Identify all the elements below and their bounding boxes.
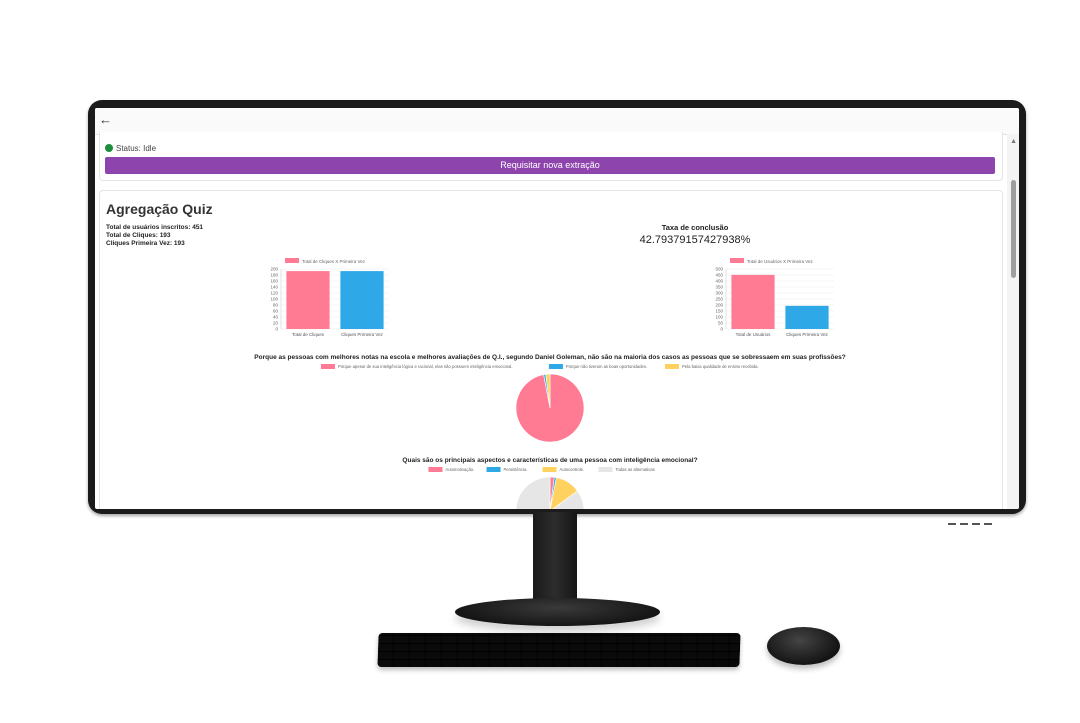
stat-first-clicks: Cliques Primeira Vez: 193 — [106, 240, 185, 247]
bar — [731, 274, 775, 329]
question-1-title: Porque as pessoas com melhores notas na … — [254, 354, 846, 361]
question-2-title: Quais são os principais aspectos e carac… — [402, 457, 698, 464]
extraction-card: Status: Idle Requisitar nova extração — [99, 132, 1003, 181]
y-tick-label: 140 — [270, 285, 278, 290]
y-tick-label: 100 — [270, 297, 278, 302]
y-tick-label: 120 — [270, 291, 278, 296]
request-extraction-button[interactable]: Requisitar nova extração — [105, 157, 995, 174]
y-tick-label: 350 — [715, 285, 723, 290]
legend-swatch — [548, 364, 563, 369]
y-tick-label: 450 — [715, 273, 723, 278]
scroll-thumb[interactable] — [1011, 180, 1016, 278]
y-tick-label: 300 — [715, 291, 723, 296]
legend-swatch — [598, 467, 613, 472]
bar — [286, 271, 330, 329]
y-tick-label: 250 — [715, 297, 723, 302]
y-tick-label: 500 — [715, 267, 723, 272]
app-bar: ← — [95, 108, 1019, 135]
x-tick-label: Total de Cliques — [292, 332, 325, 337]
screen: ← Status: Idle Requisitar nova extração … — [95, 108, 1019, 509]
completion-rate-label: Taxa de conclusão — [661, 223, 729, 232]
legend-swatch — [320, 364, 335, 369]
legend-swatch — [730, 258, 744, 263]
y-tick-label: 180 — [270, 273, 278, 278]
bar — [785, 305, 829, 329]
y-tick-label: 200 — [270, 267, 278, 272]
y-tick-label: 40 — [273, 315, 279, 320]
legend-label: Automotivação. — [445, 467, 474, 472]
monitor-stand-neck — [533, 512, 577, 608]
bar — [340, 271, 384, 329]
y-tick-label: 200 — [715, 303, 723, 308]
y-tick-label: 400 — [715, 279, 723, 284]
y-tick-label: 150 — [715, 309, 723, 314]
status-dot-icon — [105, 144, 113, 152]
page-title: Agregação Quiz — [106, 201, 213, 217]
legend-swatch — [428, 467, 443, 472]
pie-slice — [515, 476, 585, 509]
legend-swatch — [285, 258, 299, 263]
scroll-up-icon[interactable]: ▲ — [1010, 138, 1017, 145]
pie-chart-question-2: Automotivação. Persistência. Autocontrole.… — [428, 467, 655, 509]
legend-label: Total de Usuários X Primeira Vez — [747, 259, 814, 264]
y-tick-label: 0 — [275, 327, 278, 332]
monitor-buttons — [944, 512, 1004, 525]
legend-label: Autocontrole. — [559, 467, 584, 472]
legend-label: Total de Cliques X Primeira Vez — [302, 259, 366, 264]
y-tick-label: 80 — [273, 303, 279, 308]
legend-label: Persistência. — [504, 467, 528, 472]
legend-label: Porque apesar de sua inteligência lógica… — [338, 364, 513, 369]
legend-label: Todas as alternativas — [615, 467, 654, 472]
legend-swatch — [542, 467, 557, 472]
legend-label: Pela baixa qualidade de ensino recebida. — [682, 364, 759, 369]
y-tick-label: 50 — [718, 321, 724, 326]
y-tick-label: 100 — [715, 315, 723, 320]
y-tick-label: 0 — [720, 327, 723, 332]
bar-chart-clicks: Total de Cliques X Primeira Vez 020406080… — [270, 258, 389, 337]
stat-total-clicks: Total de Cliques: 193 — [106, 232, 171, 239]
legend-swatch — [665, 364, 680, 369]
x-tick-label: Cliques Primeira Vez — [786, 332, 829, 337]
monitor-stand-base — [455, 598, 660, 626]
y-tick-label: 60 — [273, 309, 279, 314]
completion-rate-value: 42.79379157427938% — [639, 234, 751, 246]
quiz-aggregation-card: Agregação Quiz Total de usuários inscrit… — [99, 190, 1003, 509]
stat-total-users: Total de usuários inscritos: 451 — [106, 224, 204, 231]
keyboard — [377, 633, 741, 667]
y-tick-label: 160 — [270, 279, 278, 284]
x-tick-label: Total de Usuários — [736, 332, 772, 337]
legend-label: Porque não tiveram as boas oportunidades… — [566, 364, 647, 369]
pie-chart-question-1: Porque apesar de sua inteligência lógica… — [320, 364, 759, 442]
bar-chart-users: Total de Usuários X Primeira Vez 05010015… — [715, 258, 834, 337]
arrow-left-icon[interactable]: ← — [99, 112, 112, 127]
mouse — [767, 627, 840, 665]
y-tick-label: 20 — [273, 321, 279, 326]
legend-swatch — [486, 467, 501, 472]
pie-slice — [545, 373, 551, 409]
status-text: Status: Idle — [116, 144, 157, 153]
x-tick-label: Cliques Primeira Vez — [341, 332, 384, 337]
scrollbar[interactable] — [1007, 134, 1019, 509]
